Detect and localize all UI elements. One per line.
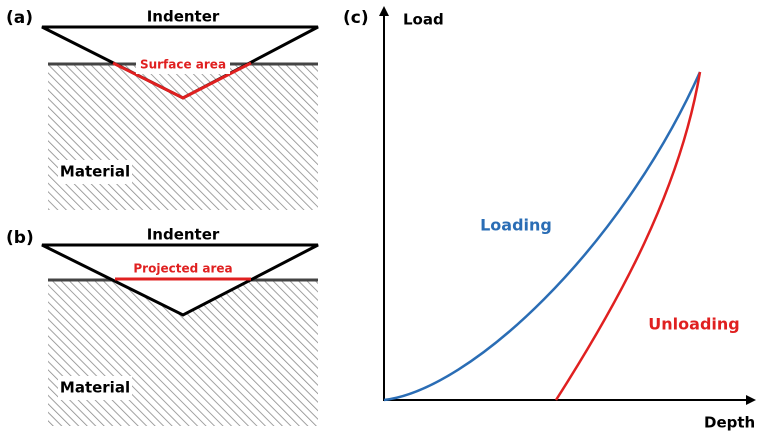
panel-b: (b) Projected area Indenter Material <box>6 226 318 427</box>
loading-label: Loading <box>480 216 552 235</box>
material-label: Material <box>60 379 130 397</box>
indenter-label: Indenter <box>147 226 220 244</box>
area-label: Surface area <box>140 58 226 72</box>
panel-c: (c) Load Depth Loading Unloading <box>343 8 755 432</box>
panel-label: (a) <box>6 8 33 28</box>
unloading-label: Unloading <box>648 315 739 334</box>
material-block <box>48 64 318 210</box>
panel-label: (b) <box>6 228 34 248</box>
area-label: Projected area <box>133 262 232 276</box>
loading-curve <box>384 72 700 400</box>
x-axis-label: Depth <box>704 414 755 432</box>
panel-a: (a) Surface area Indenter Material <box>6 8 318 211</box>
material-label: Material <box>60 163 130 181</box>
panel-label: (c) <box>343 8 369 28</box>
indenter-label: Indenter <box>147 8 220 26</box>
unloading-curve <box>556 72 700 400</box>
figure: (a) Surface area Indenter Material (b) P… <box>0 0 758 434</box>
y-axis-label: Load <box>403 11 444 29</box>
